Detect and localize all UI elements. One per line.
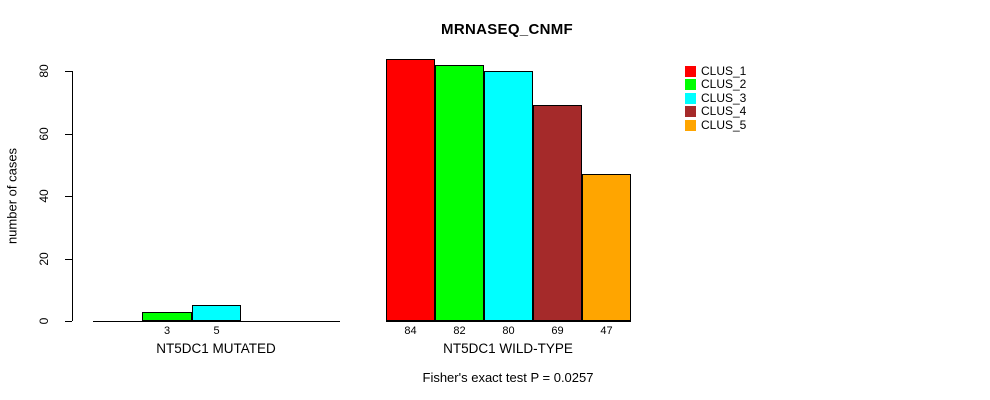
y-tick-label: 20 <box>37 251 51 266</box>
legend-label: CLUS_3 <box>701 90 747 105</box>
x-axis-label-mutated: NT5DC1 MUTATED <box>156 341 276 356</box>
y-tick-label: 0 <box>37 317 51 325</box>
y-tick-label: 40 <box>37 189 51 203</box>
x-axis-baseline <box>386 321 631 322</box>
legend-swatch <box>685 79 696 91</box>
bar <box>386 58 435 321</box>
legend-label: CLUS_4 <box>701 104 747 119</box>
y-tick <box>65 321 72 322</box>
y-tick <box>65 71 72 72</box>
y-axis-line <box>72 71 73 321</box>
footer-caption: Fisher's exact test P = 0.0257 <box>422 370 594 385</box>
legend-swatch <box>685 106 696 118</box>
bar <box>484 71 533 321</box>
legend-swatch <box>685 66 696 77</box>
bar-value-label: 80 <box>502 325 515 337</box>
y-tick <box>65 258 72 260</box>
bar <box>533 105 582 321</box>
y-tick-label: 60 <box>37 126 51 141</box>
bar <box>191 305 242 321</box>
y-axis-label: number of cases <box>4 147 20 245</box>
bar-value-label: 47 <box>600 325 613 337</box>
legend-swatch <box>685 92 696 104</box>
bar <box>435 64 484 321</box>
x-axis-label-wildtype: NT5DC1 WILD-TYPE <box>443 341 573 356</box>
bar <box>142 311 192 321</box>
y-tick-label: 80 <box>37 64 51 78</box>
legend-swatch <box>685 119 696 131</box>
bar-value-label: 84 <box>404 325 417 337</box>
bar-value-label: 3 <box>164 325 171 337</box>
bar-value-label: 5 <box>213 325 220 337</box>
bar-value-label: 82 <box>453 325 466 337</box>
x-axis-baseline <box>93 321 340 322</box>
legend-label: CLUS_2 <box>701 77 747 92</box>
legend-label: CLUS_5 <box>701 117 747 132</box>
y-tick <box>65 196 72 197</box>
y-tick <box>65 133 72 135</box>
chart-title: MRNASEQ_CNMF <box>441 21 573 38</box>
legend-label: CLUS_1 <box>701 64 747 78</box>
bar <box>582 174 631 321</box>
bar-value-label: 69 <box>551 325 564 337</box>
